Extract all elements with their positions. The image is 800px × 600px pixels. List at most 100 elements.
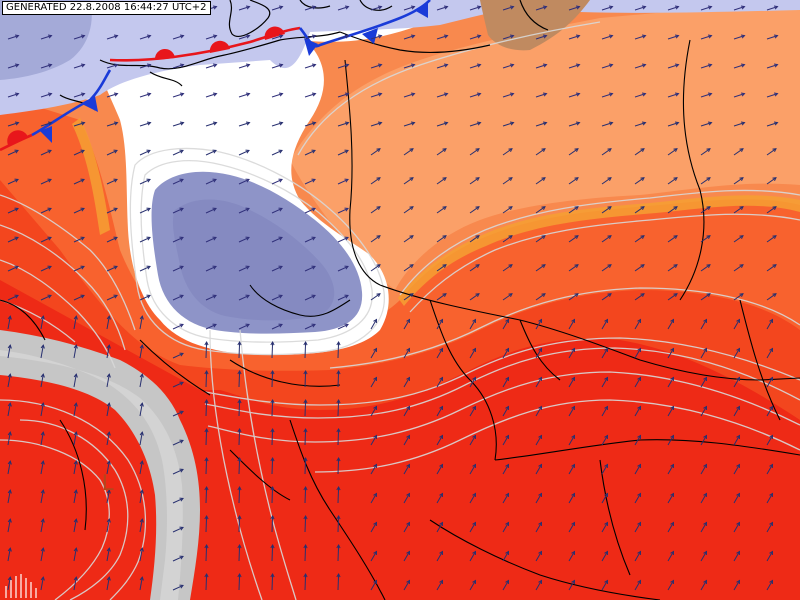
wind-arrow-head <box>443 63 449 68</box>
legend-bars-icon <box>5 574 37 598</box>
wind-arrow-icon <box>535 406 542 417</box>
wind-arrow-head <box>509 63 515 68</box>
wind-arrow-head <box>245 294 250 299</box>
wind-arrow-icon <box>337 341 340 359</box>
wind-arrow-head <box>14 149 19 154</box>
wind-arrow-icon <box>601 464 608 475</box>
wind-arrow-icon <box>205 294 217 301</box>
wind-arrow-head <box>344 294 349 299</box>
wind-arrow-head <box>204 514 209 520</box>
wind-arrow-head <box>311 236 316 241</box>
generated-timestamp: GENERATED 22.8.2008 16:44:27 UTC+2 <box>2 1 211 15</box>
wind-arrow-icon <box>304 6 316 11</box>
wind-arrow-head <box>674 92 680 97</box>
wind-arrow-icon <box>73 577 77 591</box>
wind-arrow-icon <box>337 178 349 185</box>
wind-arrow-head <box>604 318 609 324</box>
wind-arrow-icon <box>238 6 250 11</box>
wind-arrow-icon <box>568 122 580 127</box>
wind-arrow-icon <box>502 64 514 69</box>
wind-arrow-icon <box>337 93 349 98</box>
wind-arrow-icon <box>436 264 447 272</box>
wind-arrow-icon <box>271 341 274 359</box>
wind-arrow-icon <box>205 428 208 446</box>
wind-arrow-icon <box>700 464 707 475</box>
wind-arrow-head <box>336 456 341 462</box>
wind-arrow-head <box>637 376 642 382</box>
wind-arrow-head <box>640 206 645 211</box>
zone-band-orange <box>398 195 800 306</box>
wind-arrow-icon <box>40 265 52 272</box>
wind-arrow-icon <box>568 206 579 214</box>
wind-arrow-icon <box>73 490 77 504</box>
wind-arrow-head <box>212 5 218 10</box>
wind-arrow-icon <box>106 122 118 127</box>
wind-arrow-icon <box>502 35 514 40</box>
wind-arrow-icon <box>766 93 778 98</box>
wind-arrow-icon <box>700 522 707 533</box>
wind-arrow-head <box>475 206 480 211</box>
wind-arrow-head <box>373 376 378 382</box>
wind-arrow-icon <box>535 377 542 388</box>
wind-arrow-head <box>179 63 185 68</box>
wind-arrow-head <box>772 206 777 211</box>
wind-arrow-icon <box>304 486 307 504</box>
wind-arrow-icon <box>172 294 184 301</box>
wind-arrow-head <box>278 121 284 126</box>
wind-arrow-icon <box>502 235 513 243</box>
wind-arrow-icon <box>238 428 241 446</box>
wind-arrow-head <box>406 463 411 469</box>
wind-arrow-icon <box>271 544 274 562</box>
wind-arrow-icon <box>667 522 674 533</box>
wind-arrow-icon <box>304 573 307 591</box>
wind-arrow-icon <box>700 319 707 330</box>
wind-arrow-icon <box>73 149 85 156</box>
wind-arrow-icon <box>568 580 575 591</box>
wind-arrow-icon <box>304 544 307 562</box>
wind-arrow-head <box>179 497 184 502</box>
wind-arrow-head <box>739 235 744 240</box>
wind-arrow-head <box>139 576 144 581</box>
wind-arrow-head <box>641 92 647 97</box>
wind-arrow-head <box>670 347 675 353</box>
wind-arrow-head <box>670 463 675 469</box>
wind-arrow-icon <box>304 428 307 446</box>
wind-arrow-head <box>739 264 744 269</box>
wind-arrow-head <box>344 207 349 212</box>
wind-arrow-head <box>505 347 510 353</box>
wind-arrow-head <box>373 318 378 324</box>
wind-arrow-head <box>769 492 774 498</box>
wind-arrow-head <box>673 206 678 211</box>
wind-arrow-head <box>311 5 317 10</box>
wind-arrow-head <box>706 148 711 153</box>
wind-arrow-head <box>740 5 746 10</box>
wind-arrow-head <box>769 550 774 556</box>
wind-arrow-icon <box>601 206 612 214</box>
wind-arrow-head <box>538 463 543 469</box>
wind-arrow-icon <box>403 148 414 156</box>
zone-band-orange-west <box>72 118 110 235</box>
wind-arrow-icon <box>205 370 208 388</box>
wind-arrow-icon <box>172 236 184 243</box>
wind-arrow-icon <box>733 148 744 156</box>
wind-arrow-icon <box>337 428 340 446</box>
wind-arrow-icon <box>40 577 44 591</box>
wind-arrow-icon <box>502 493 509 504</box>
wind-arrow-head <box>574 206 579 211</box>
wind-arrow-icon <box>502 522 509 533</box>
wind-arrow-head <box>204 572 209 578</box>
wind-arrow-head <box>237 340 242 346</box>
wind-arrow-head <box>571 405 576 411</box>
wind-arrow-icon <box>601 35 613 40</box>
wind-arrow-head <box>179 468 184 473</box>
wind-arrow-head <box>505 376 510 382</box>
wind-arrow-head <box>641 63 647 68</box>
wind-arrow-icon <box>634 64 646 69</box>
wind-arrow-head <box>73 489 78 494</box>
wind-arrow-icon <box>337 370 340 388</box>
wind-arrow-icon <box>535 64 547 69</box>
wind-arrow-icon <box>601 293 612 301</box>
wind-arrow-head <box>736 434 741 440</box>
wind-arrow-head <box>377 121 383 126</box>
wind-arrow-icon <box>370 551 377 562</box>
